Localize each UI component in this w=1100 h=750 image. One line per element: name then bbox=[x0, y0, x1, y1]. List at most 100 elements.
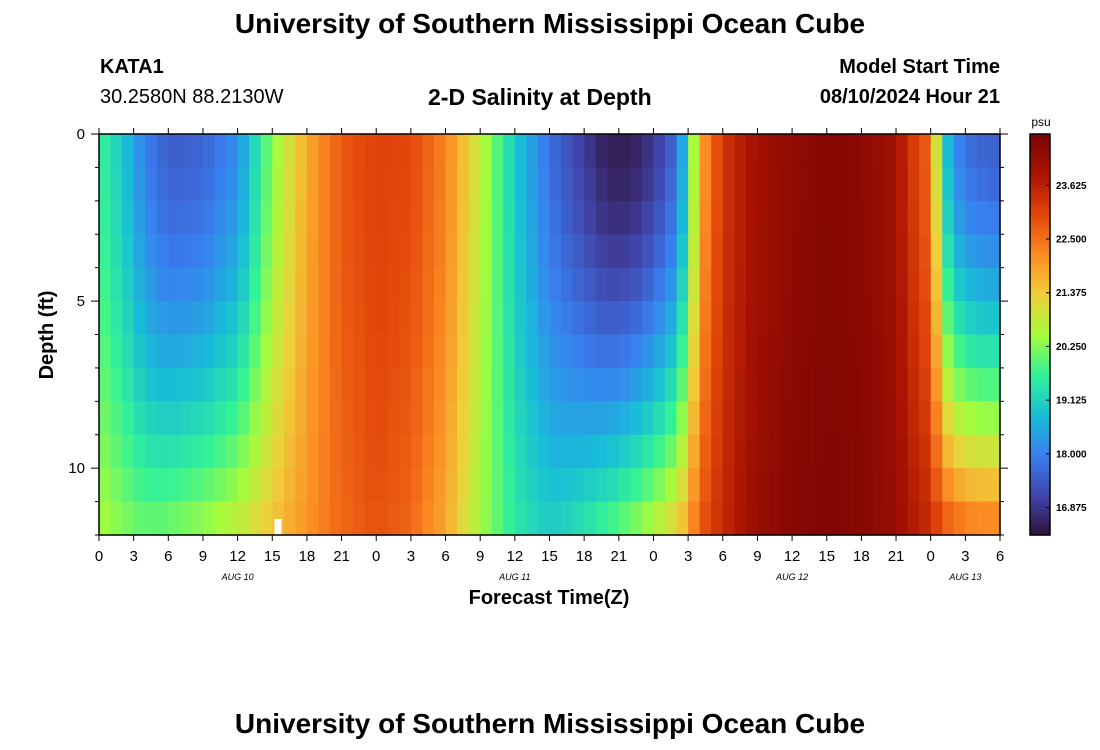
heatmap-cell bbox=[237, 200, 250, 235]
heatmap-cell bbox=[653, 334, 666, 369]
heatmap-cell bbox=[595, 200, 608, 235]
heatmap-cell bbox=[965, 501, 978, 536]
heatmap-cell bbox=[110, 134, 123, 169]
heatmap-cell bbox=[826, 301, 839, 336]
heatmap-cell bbox=[907, 134, 920, 169]
colorbar-segment bbox=[1030, 137, 1050, 142]
heatmap-cell bbox=[353, 401, 366, 436]
heatmap-cell bbox=[468, 434, 481, 469]
heatmap-cell bbox=[537, 334, 551, 369]
heatmap-cell bbox=[942, 434, 955, 469]
station-id: KATA1 bbox=[100, 56, 164, 78]
heatmap-cell bbox=[410, 367, 424, 402]
heatmap-cell bbox=[295, 234, 308, 269]
heatmap-cell bbox=[295, 367, 308, 402]
heatmap-cell bbox=[330, 468, 343, 503]
heatmap-cell bbox=[503, 501, 516, 536]
heatmap-cell bbox=[353, 367, 366, 402]
heatmap-cell bbox=[168, 334, 181, 369]
heatmap-cell bbox=[988, 134, 1001, 169]
heatmap-cell bbox=[803, 334, 816, 369]
heatmap-cell bbox=[849, 434, 862, 469]
heatmap-cell bbox=[884, 267, 897, 302]
heatmap-cell bbox=[861, 167, 874, 202]
heatmap-cell bbox=[399, 134, 412, 169]
heatmap-cell bbox=[676, 367, 689, 402]
heatmap-cell bbox=[665, 200, 678, 235]
heatmap-cell bbox=[572, 468, 585, 503]
colorbar-segment bbox=[1030, 217, 1050, 222]
heatmap-cell bbox=[549, 134, 562, 169]
chart-subtitle: 2-D Salinity at Depth bbox=[428, 84, 652, 110]
heatmap-cell bbox=[930, 468, 943, 503]
heatmap-cell bbox=[318, 334, 331, 369]
heatmap-cell bbox=[168, 434, 181, 469]
heatmap-cell bbox=[318, 200, 331, 235]
heatmap-cell bbox=[399, 367, 412, 402]
heatmap-cell bbox=[526, 167, 539, 202]
heatmap-cell bbox=[676, 234, 689, 269]
heatmap-cell bbox=[330, 134, 343, 169]
heatmap-cell bbox=[202, 301, 216, 336]
heatmap-cell bbox=[318, 401, 331, 436]
heatmap-cell bbox=[838, 334, 851, 369]
heatmap-cell bbox=[526, 434, 539, 469]
heatmap-cell bbox=[757, 334, 770, 369]
heatmap-cell bbox=[410, 134, 424, 169]
heatmap-cell bbox=[191, 367, 204, 402]
heatmap-cell bbox=[110, 434, 123, 469]
heatmap-cell bbox=[410, 434, 424, 469]
heatmap-cell bbox=[156, 468, 169, 503]
heatmap-cell bbox=[99, 200, 112, 235]
heatmap-cell bbox=[318, 134, 331, 169]
heatmap-cell bbox=[214, 267, 227, 302]
heatmap-cell bbox=[549, 200, 562, 235]
heatmap-cell bbox=[156, 401, 169, 436]
heatmap-cell bbox=[699, 434, 712, 469]
heatmap-cell bbox=[433, 267, 447, 302]
heatmap-cell bbox=[341, 234, 354, 269]
colorbar-segment bbox=[1030, 418, 1050, 422]
heatmap-cell bbox=[283, 234, 296, 269]
heatmap-cell bbox=[699, 401, 712, 436]
heatmap-cell bbox=[976, 134, 990, 169]
heatmap-cell bbox=[607, 468, 620, 503]
heatmap-cell bbox=[168, 267, 181, 302]
heatmap-cell bbox=[688, 167, 701, 202]
heatmap-cell bbox=[410, 267, 424, 302]
heatmap-cell bbox=[387, 200, 400, 235]
heatmap-cell bbox=[757, 167, 770, 202]
heatmap-cell bbox=[214, 301, 227, 336]
heatmap-cell bbox=[156, 200, 169, 235]
colorbar-segment bbox=[1030, 494, 1050, 499]
heatmap-cell bbox=[665, 434, 678, 469]
heatmap-cell bbox=[711, 301, 724, 336]
x-tick-label: 9 bbox=[199, 548, 207, 565]
heatmap-cell bbox=[468, 200, 481, 235]
heatmap-cell bbox=[595, 334, 608, 369]
heatmap-cell bbox=[618, 334, 631, 369]
heatmap-cell bbox=[99, 334, 112, 369]
heatmap-cell bbox=[202, 334, 216, 369]
colorbar-segment bbox=[1030, 524, 1050, 529]
heatmap-cell bbox=[919, 501, 932, 536]
heatmap-cell bbox=[226, 167, 239, 202]
heatmap-cell bbox=[584, 501, 597, 536]
missing-data-cell bbox=[274, 519, 282, 535]
heatmap-cell bbox=[988, 468, 1001, 503]
colorbar-segment bbox=[1030, 391, 1050, 396]
heatmap-cell bbox=[919, 367, 932, 402]
heatmap-cell bbox=[907, 434, 920, 469]
heatmap-cell bbox=[792, 234, 805, 269]
heatmap-cell bbox=[272, 434, 285, 469]
heatmap-cell bbox=[930, 301, 943, 336]
colorbar-segment bbox=[1030, 284, 1050, 289]
heatmap-cell bbox=[607, 434, 620, 469]
colorbar-segment bbox=[1030, 438, 1050, 443]
heatmap-cell bbox=[572, 267, 585, 302]
heatmap-cell bbox=[584, 200, 597, 235]
heatmap-cell bbox=[572, 401, 585, 436]
colorbar-segment bbox=[1030, 287, 1050, 292]
model-start-label: Model Start Time bbox=[839, 56, 1000, 78]
heatmap-cell bbox=[214, 367, 227, 402]
